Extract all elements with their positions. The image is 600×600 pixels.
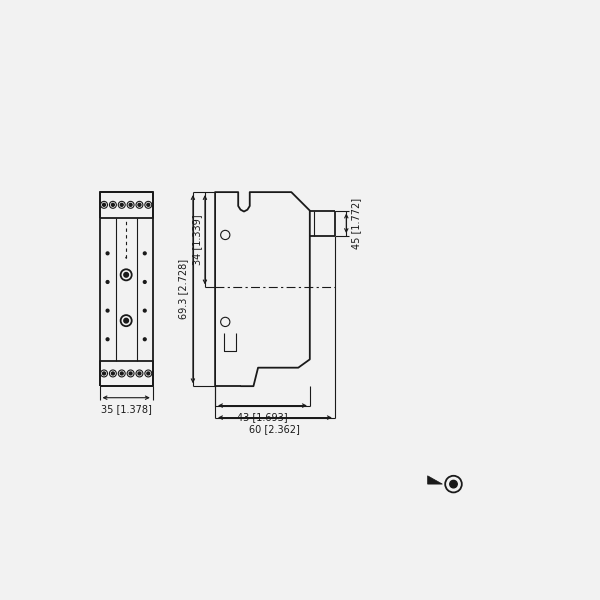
Circle shape — [103, 203, 106, 206]
Circle shape — [103, 372, 106, 375]
Circle shape — [106, 309, 109, 312]
Text: 60 [2.362]: 60 [2.362] — [250, 424, 301, 434]
Circle shape — [120, 203, 123, 206]
Circle shape — [129, 203, 132, 206]
Circle shape — [124, 272, 128, 277]
Circle shape — [138, 203, 141, 206]
Text: 34 [1.339]: 34 [1.339] — [192, 214, 202, 265]
Text: 35 [1.378]: 35 [1.378] — [101, 404, 152, 414]
Text: 69.3 [2.728]: 69.3 [2.728] — [178, 259, 188, 319]
Circle shape — [129, 372, 132, 375]
Circle shape — [106, 281, 109, 283]
Circle shape — [138, 372, 141, 375]
Circle shape — [147, 203, 150, 206]
Circle shape — [143, 338, 146, 341]
Circle shape — [112, 203, 115, 206]
Circle shape — [124, 319, 128, 323]
Circle shape — [106, 252, 109, 255]
Circle shape — [143, 309, 146, 312]
Circle shape — [143, 252, 146, 255]
Text: 43 [1.693]: 43 [1.693] — [237, 412, 288, 422]
Circle shape — [125, 257, 127, 259]
Text: 45 [1.772]: 45 [1.772] — [351, 198, 361, 249]
Circle shape — [120, 372, 123, 375]
Polygon shape — [428, 476, 442, 484]
Circle shape — [106, 338, 109, 341]
Circle shape — [147, 372, 150, 375]
Circle shape — [450, 481, 457, 488]
Circle shape — [143, 281, 146, 283]
Circle shape — [112, 372, 115, 375]
